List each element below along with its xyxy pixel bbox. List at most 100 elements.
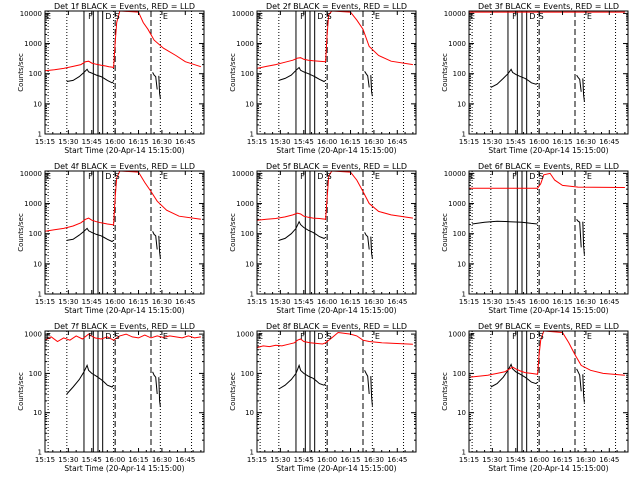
y-tick-label: 10 — [33, 260, 42, 268]
event-markers — [259, 11, 405, 134]
marker-letter: E — [258, 172, 263, 181]
y-tick-label: 100 — [453, 370, 466, 378]
panel-title: Det 9f BLACK = Events, RED = LLD — [478, 322, 619, 331]
marker-letter: F — [88, 12, 93, 21]
y-tick-label: 1000 — [24, 200, 42, 208]
panel-title: Det 7f BLACK = Events, RED = LLD — [54, 322, 195, 331]
series-events — [66, 68, 161, 99]
marker-letter: S — [539, 172, 544, 181]
plot-frame — [44, 10, 205, 135]
plot-frame — [44, 330, 205, 453]
series-line-segment — [576, 218, 582, 248]
series-line-segment — [472, 220, 538, 225]
x-tick-label: 15:30 — [58, 456, 78, 464]
y-axis-label: Counts/sec — [17, 53, 25, 92]
x-tick-label: 16:30 — [576, 298, 596, 306]
y-tick-label: 1 — [250, 449, 254, 457]
panel-det-6: E F D S E 15:15 15:30 15:45 16:00 16:15 16:30 16:45… — [441, 162, 629, 315]
event-markers — [471, 171, 617, 294]
y-axis-label: Counts/sec — [17, 372, 25, 411]
series-line-segment — [576, 74, 582, 92]
marker-letter: S — [115, 172, 120, 181]
series-line-segment — [278, 66, 326, 83]
x-tick-label: 16:45 — [175, 298, 195, 306]
y-tick-label: 10 — [33, 409, 42, 417]
series-line-segment — [45, 171, 201, 232]
series-line-segment — [278, 363, 326, 390]
x-tick-label: 16:15 — [128, 298, 148, 306]
series-line-segment — [370, 376, 373, 406]
x-tick-label: 16:30 — [576, 456, 596, 464]
x-tick-label: 15:30 — [270, 456, 290, 464]
marker-letter: F — [512, 12, 517, 21]
marker-letter: S — [115, 332, 120, 341]
series-events — [278, 66, 373, 97]
series-line-segment — [469, 331, 625, 378]
series-line-segment — [490, 68, 538, 88]
event-markers — [471, 331, 617, 452]
x-tick-label: 16:45 — [387, 298, 407, 306]
y-tick-label: 1 — [38, 449, 42, 457]
marker-letter: D — [105, 172, 111, 181]
x-tick-label: 15:45 — [294, 456, 314, 464]
x-tick-label: 15:30 — [270, 298, 290, 306]
series-line-segment — [364, 232, 370, 250]
y-axis-label: Counts/sec — [441, 53, 449, 92]
x-tick-label: 16:30 — [364, 298, 384, 306]
x-axis-label: Start Time (20-Apr-14 15:15:00) — [488, 464, 608, 473]
series-line-segment — [158, 235, 161, 259]
series-line-segment — [576, 368, 582, 392]
marker-letter: E — [587, 332, 592, 341]
series-line-segment — [45, 333, 201, 343]
x-tick-label: 16:15 — [128, 138, 148, 146]
x-tick-label: 16:00 — [317, 456, 337, 464]
x-tick-label: 16:00 — [529, 298, 549, 306]
marker-letter: E — [163, 332, 168, 341]
x-tick-label: 16:45 — [599, 138, 619, 146]
y-tick-label: 10 — [457, 260, 466, 268]
panel-det-5: E F D S E 15:15 15:30 15:45 16:00 16:15 16:30 16:45… — [229, 162, 417, 315]
x-tick-label: 15:45 — [294, 298, 314, 306]
marker-letter: E — [587, 12, 592, 21]
y-tick-label: 100 — [241, 370, 254, 378]
series-lld — [45, 171, 201, 232]
y-tick-label: 1 — [250, 291, 254, 299]
x-tick-label: 16:15 — [340, 138, 360, 146]
y-tick-label: 100 — [29, 230, 42, 238]
y-tick-label: 10 — [245, 409, 254, 417]
marker-letter: S — [115, 12, 120, 21]
marker-letter: E — [470, 172, 475, 181]
series-line-segment — [278, 220, 326, 241]
series-lld — [469, 172, 625, 189]
y-tick-label: 1000 — [448, 40, 466, 48]
x-tick-label: 15:45 — [294, 138, 314, 146]
x-tick-label: 15:45 — [506, 138, 526, 146]
series-events — [66, 364, 161, 408]
series-lld — [257, 331, 413, 349]
panel-det-1: E F D S E 15:15 15:30 15:45 16:00 16:15 16:30 16:45… — [17, 2, 205, 155]
x-tick-label: 15:45 — [82, 456, 102, 464]
y-tick-label: 10 — [457, 100, 466, 108]
x-axis-label: Start Time (20-Apr-14 15:15:00) — [276, 306, 396, 315]
x-tick-label: 16:00 — [529, 138, 549, 146]
marker-letter: S — [539, 12, 544, 21]
event-markers — [47, 331, 193, 452]
x-tick-label: 16:15 — [552, 456, 572, 464]
marker-letter: D — [317, 172, 323, 181]
y-tick-label: 100 — [241, 70, 254, 78]
x-tick-label: 16:00 — [105, 298, 125, 306]
x-tick-label: 16:30 — [576, 138, 596, 146]
series-line-segment — [364, 71, 370, 88]
x-tick-label: 16:00 — [317, 138, 337, 146]
x-tick-label: 15:15 — [247, 456, 267, 464]
x-tick-label: 16:00 — [105, 138, 125, 146]
series-line-segment — [66, 68, 114, 84]
x-tick-label: 15:15 — [459, 298, 479, 306]
x-tick-label: 15:15 — [35, 138, 55, 146]
x-tick-label: 15:15 — [247, 298, 267, 306]
y-tick-label: 10 — [457, 409, 466, 417]
marker-letter: E — [46, 12, 51, 21]
x-tick-label: 16:30 — [364, 138, 384, 146]
y-tick-label: 10000 — [232, 10, 254, 18]
y-tick-label: 1000 — [236, 40, 254, 48]
